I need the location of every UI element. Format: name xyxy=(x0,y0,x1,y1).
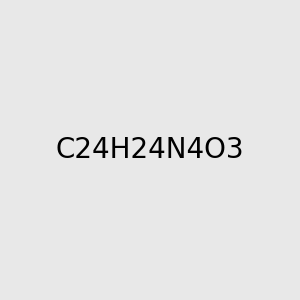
Text: C24H24N4O3: C24H24N4O3 xyxy=(56,136,244,164)
